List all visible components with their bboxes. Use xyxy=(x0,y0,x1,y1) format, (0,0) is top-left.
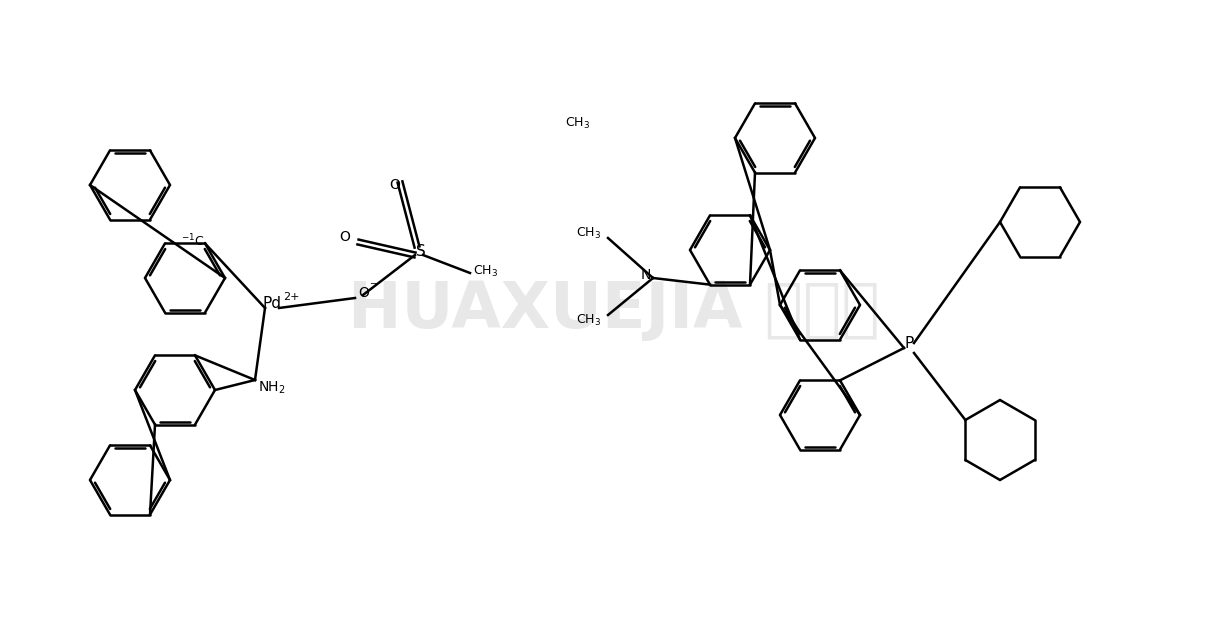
Text: 2+: 2+ xyxy=(282,292,300,302)
Text: $^{-}$: $^{-}$ xyxy=(368,280,377,293)
Text: NH$_2$: NH$_2$ xyxy=(258,380,286,396)
Text: P: P xyxy=(905,337,915,352)
Text: CH$_3$: CH$_3$ xyxy=(576,312,602,327)
Text: HUAXUEJIA 化学加: HUAXUEJIA 化学加 xyxy=(348,279,880,341)
Text: CH$_3$: CH$_3$ xyxy=(473,264,499,278)
Text: Pd: Pd xyxy=(263,296,282,311)
Text: $^{-1}$C: $^{-1}$C xyxy=(182,233,205,250)
Text: O: O xyxy=(359,286,368,300)
Text: S: S xyxy=(416,244,426,259)
Text: O: O xyxy=(389,178,400,192)
Text: CH$_3$: CH$_3$ xyxy=(576,226,602,241)
Text: N: N xyxy=(641,268,651,282)
Text: O: O xyxy=(340,230,350,244)
Text: CH$_3$: CH$_3$ xyxy=(565,115,591,131)
